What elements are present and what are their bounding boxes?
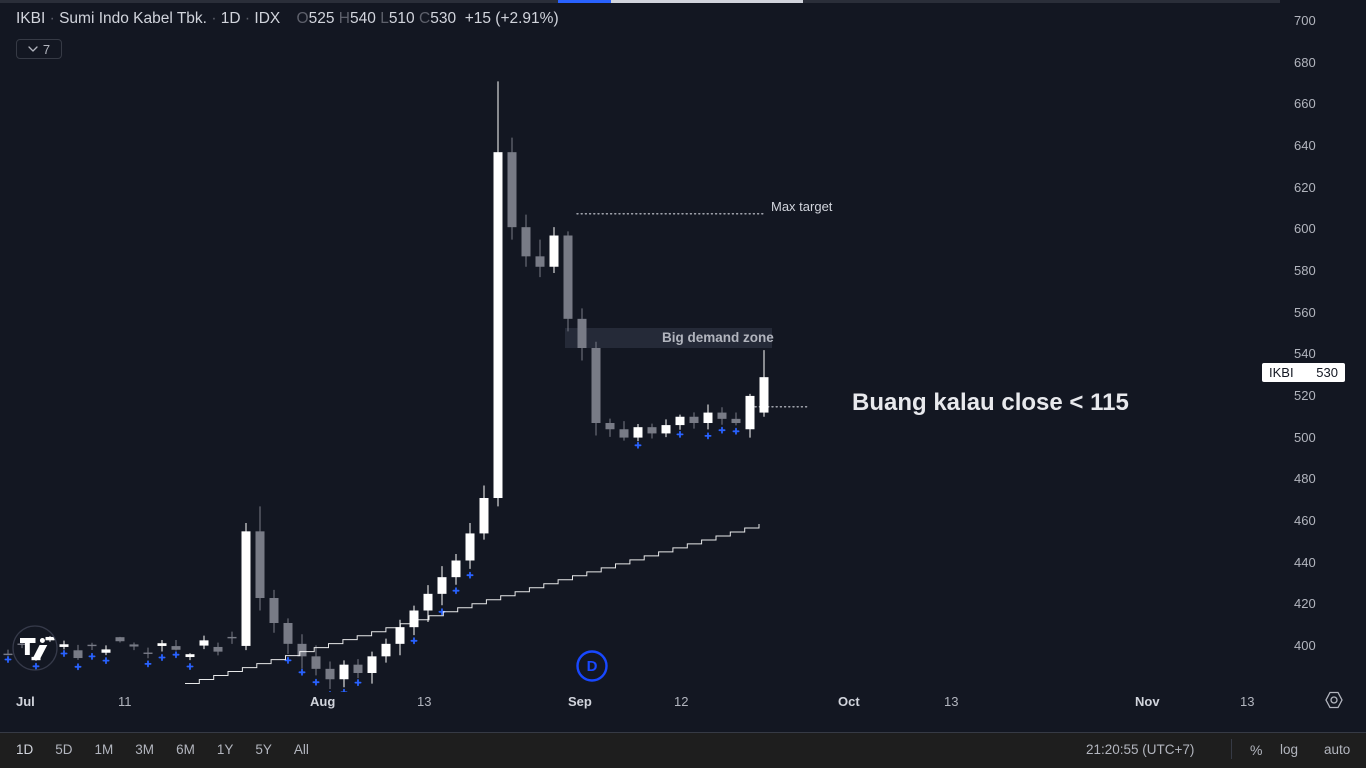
svg-text:D: D [587,658,598,675]
